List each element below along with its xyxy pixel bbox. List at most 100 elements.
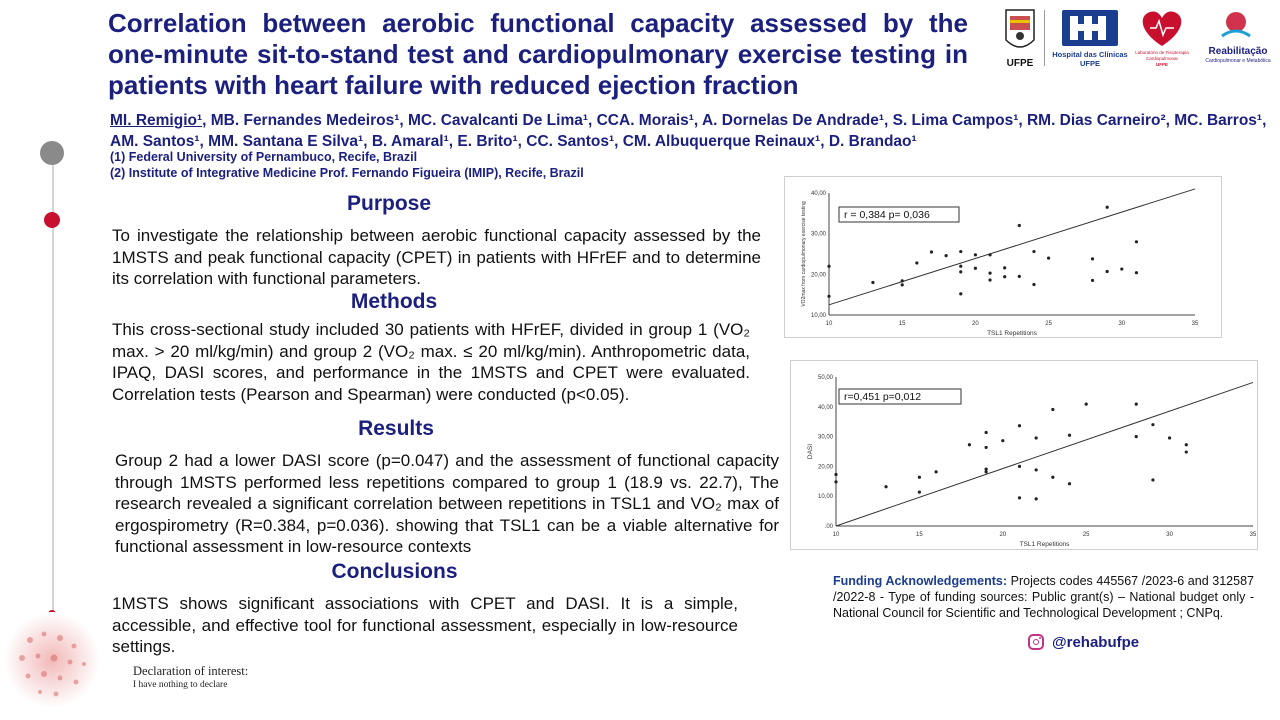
correlation-annotation: r = 0,384 p= 0,036: [844, 209, 930, 221]
data-point: [944, 254, 948, 258]
y-tick-label: 50,00: [818, 375, 834, 381]
y-tick-label: 30,00: [818, 435, 834, 441]
y-axis-label: DASI: [807, 444, 814, 459]
data-point: [1003, 275, 1007, 279]
x-tick-label: 30: [1118, 321, 1125, 327]
data-point: [1003, 266, 1007, 270]
purpose-heading: Purpose: [346, 192, 432, 215]
dasi-scatter-svg: 10 15 20 25 30 35 .00 10,00 20,00 30,00 40,00 50,00…: [807, 375, 1257, 548]
vo2-scatter-chart: 10 15 20 25 30 35 10,00 20,00 30,00 40,00 TSL1 Rep…: [784, 176, 1222, 338]
y-tick-label: 20,00: [811, 272, 827, 278]
instagram-handle[interactable]: @rehabufpe: [1052, 633, 1140, 651]
data-point: [1051, 407, 1055, 412]
data-point: [1120, 267, 1124, 271]
data-point: [984, 445, 988, 450]
first-author: MI. Remigio¹: [110, 112, 203, 129]
data-point: [984, 467, 988, 471]
conclusions-text: 1MSTS shows significant associations wit…: [112, 594, 738, 656]
data-point: [934, 470, 938, 474]
data-point: [1001, 439, 1005, 443]
data-point: [973, 253, 977, 257]
data-point: [988, 253, 992, 257]
y-tick-label: 10,00: [818, 494, 834, 500]
x-tick-label: 10: [826, 321, 833, 327]
affiliation-2: (2) Institute of Integrative Medicine Pr…: [110, 166, 584, 180]
data-point: [1134, 435, 1138, 439]
data-point: [1084, 402, 1088, 406]
x-tick-label: 30: [1166, 532, 1173, 538]
data-point: [834, 480, 838, 484]
data-point: [1017, 424, 1022, 428]
funding-acknowledgements: Funding Acknowledgements: Projects codes…: [833, 573, 1254, 621]
institution-logos: UFPE Hospital das Clínicas UFPE Laborató…: [1005, 9, 1271, 69]
data-point: [1017, 274, 1021, 278]
timeline-dot-red: [44, 212, 60, 228]
data-point: [1047, 256, 1051, 260]
x-tick-label: 25: [1045, 321, 1052, 327]
x-axis-label: TSL1 Repetitions: [987, 330, 1038, 337]
data-point: [959, 249, 963, 254]
data-point: [1051, 475, 1055, 479]
social-handle[interactable]: @rehabufpe: [1028, 631, 1139, 653]
data-point: [959, 270, 963, 274]
data-point: [1032, 282, 1036, 287]
svg-text:Reabilitação: Reabilitação: [1209, 46, 1268, 57]
data-point: [827, 264, 831, 268]
trend-line: [835, 381, 1254, 527]
conclusions-heading: Conclusions: [331, 560, 458, 583]
data-point: [988, 278, 992, 282]
data-point: [988, 271, 992, 275]
data-point: [959, 292, 963, 296]
data-point: [900, 283, 904, 287]
affiliation-1: (1) Federal University of Pernambuco, Re…: [110, 150, 418, 164]
svg-text:Cardiopulmonar: Cardiopulmonar: [1146, 56, 1179, 61]
data-point: [917, 475, 921, 479]
svg-text:UFPE: UFPE: [1080, 59, 1100, 68]
funding-text: Projects codes 445567 /2023-6 and 312587…: [833, 574, 1254, 620]
y-tick-label: 10,00: [811, 313, 827, 319]
trend-line: [828, 188, 1196, 306]
data-point: [917, 490, 921, 494]
timeline-dot-grey: [40, 141, 64, 165]
data-point: [1184, 450, 1188, 454]
data-point: [871, 280, 875, 285]
data-point: [827, 294, 831, 298]
y-axis-label: VO2max from cardiopulmonary exercise tes…: [801, 201, 807, 307]
co-authors: , MB. Fernandes Medeiros¹, MC. Cavalcant…: [110, 112, 1267, 150]
declaration-text: I have nothing to declare: [133, 680, 228, 690]
rehab-logo: Reabilitação Cardiopulmonar e Metabólica: [1205, 12, 1271, 64]
svg-text:Laboratório de Fisioterapia: Laboratório de Fisioterapia: [1135, 50, 1189, 55]
x-tick-label: 35: [1250, 532, 1257, 538]
results-text: Group 2 had a lower DASI score (p=0.047)…: [115, 451, 779, 556]
y-tick-label: 30,00: [811, 232, 827, 238]
data-point: [884, 485, 888, 489]
data-point: [1090, 278, 1095, 283]
x-tick-label: 15: [916, 532, 923, 538]
data-point: [959, 264, 963, 268]
data-point: [834, 472, 838, 477]
x-tick-label: 35: [1192, 321, 1199, 327]
correlation-box: [838, 388, 962, 405]
decorative-pattern: [4, 612, 100, 708]
data-point: [1090, 257, 1095, 261]
data-point: [984, 470, 988, 474]
timeline-line: [52, 150, 54, 620]
funding-label: Funding Acknowledgements:: [833, 574, 1008, 588]
x-tick-label: 25: [1083, 532, 1090, 538]
svg-text:UFPE: UFPE: [1007, 58, 1034, 69]
data-point: [900, 279, 904, 283]
hospital-logo: Hospital das Clínicas UFPE: [1052, 10, 1128, 68]
data-point: [1151, 423, 1155, 427]
data-point: [973, 266, 977, 270]
lab-heart-logo: Laboratório de Fisioterapia Cardiopulmon…: [1135, 11, 1189, 67]
data-point: [929, 250, 934, 254]
y-tick-label: 20,00: [818, 464, 834, 470]
data-point: [1184, 443, 1188, 447]
data-point: [1134, 240, 1139, 244]
data-point: [1017, 223, 1021, 228]
data-point: [1105, 205, 1109, 209]
y-tick-label: .00: [825, 524, 834, 530]
declaration-title: Declaration of interest:: [133, 664, 249, 678]
data-point: [967, 443, 972, 447]
data-point: [1034, 497, 1038, 501]
